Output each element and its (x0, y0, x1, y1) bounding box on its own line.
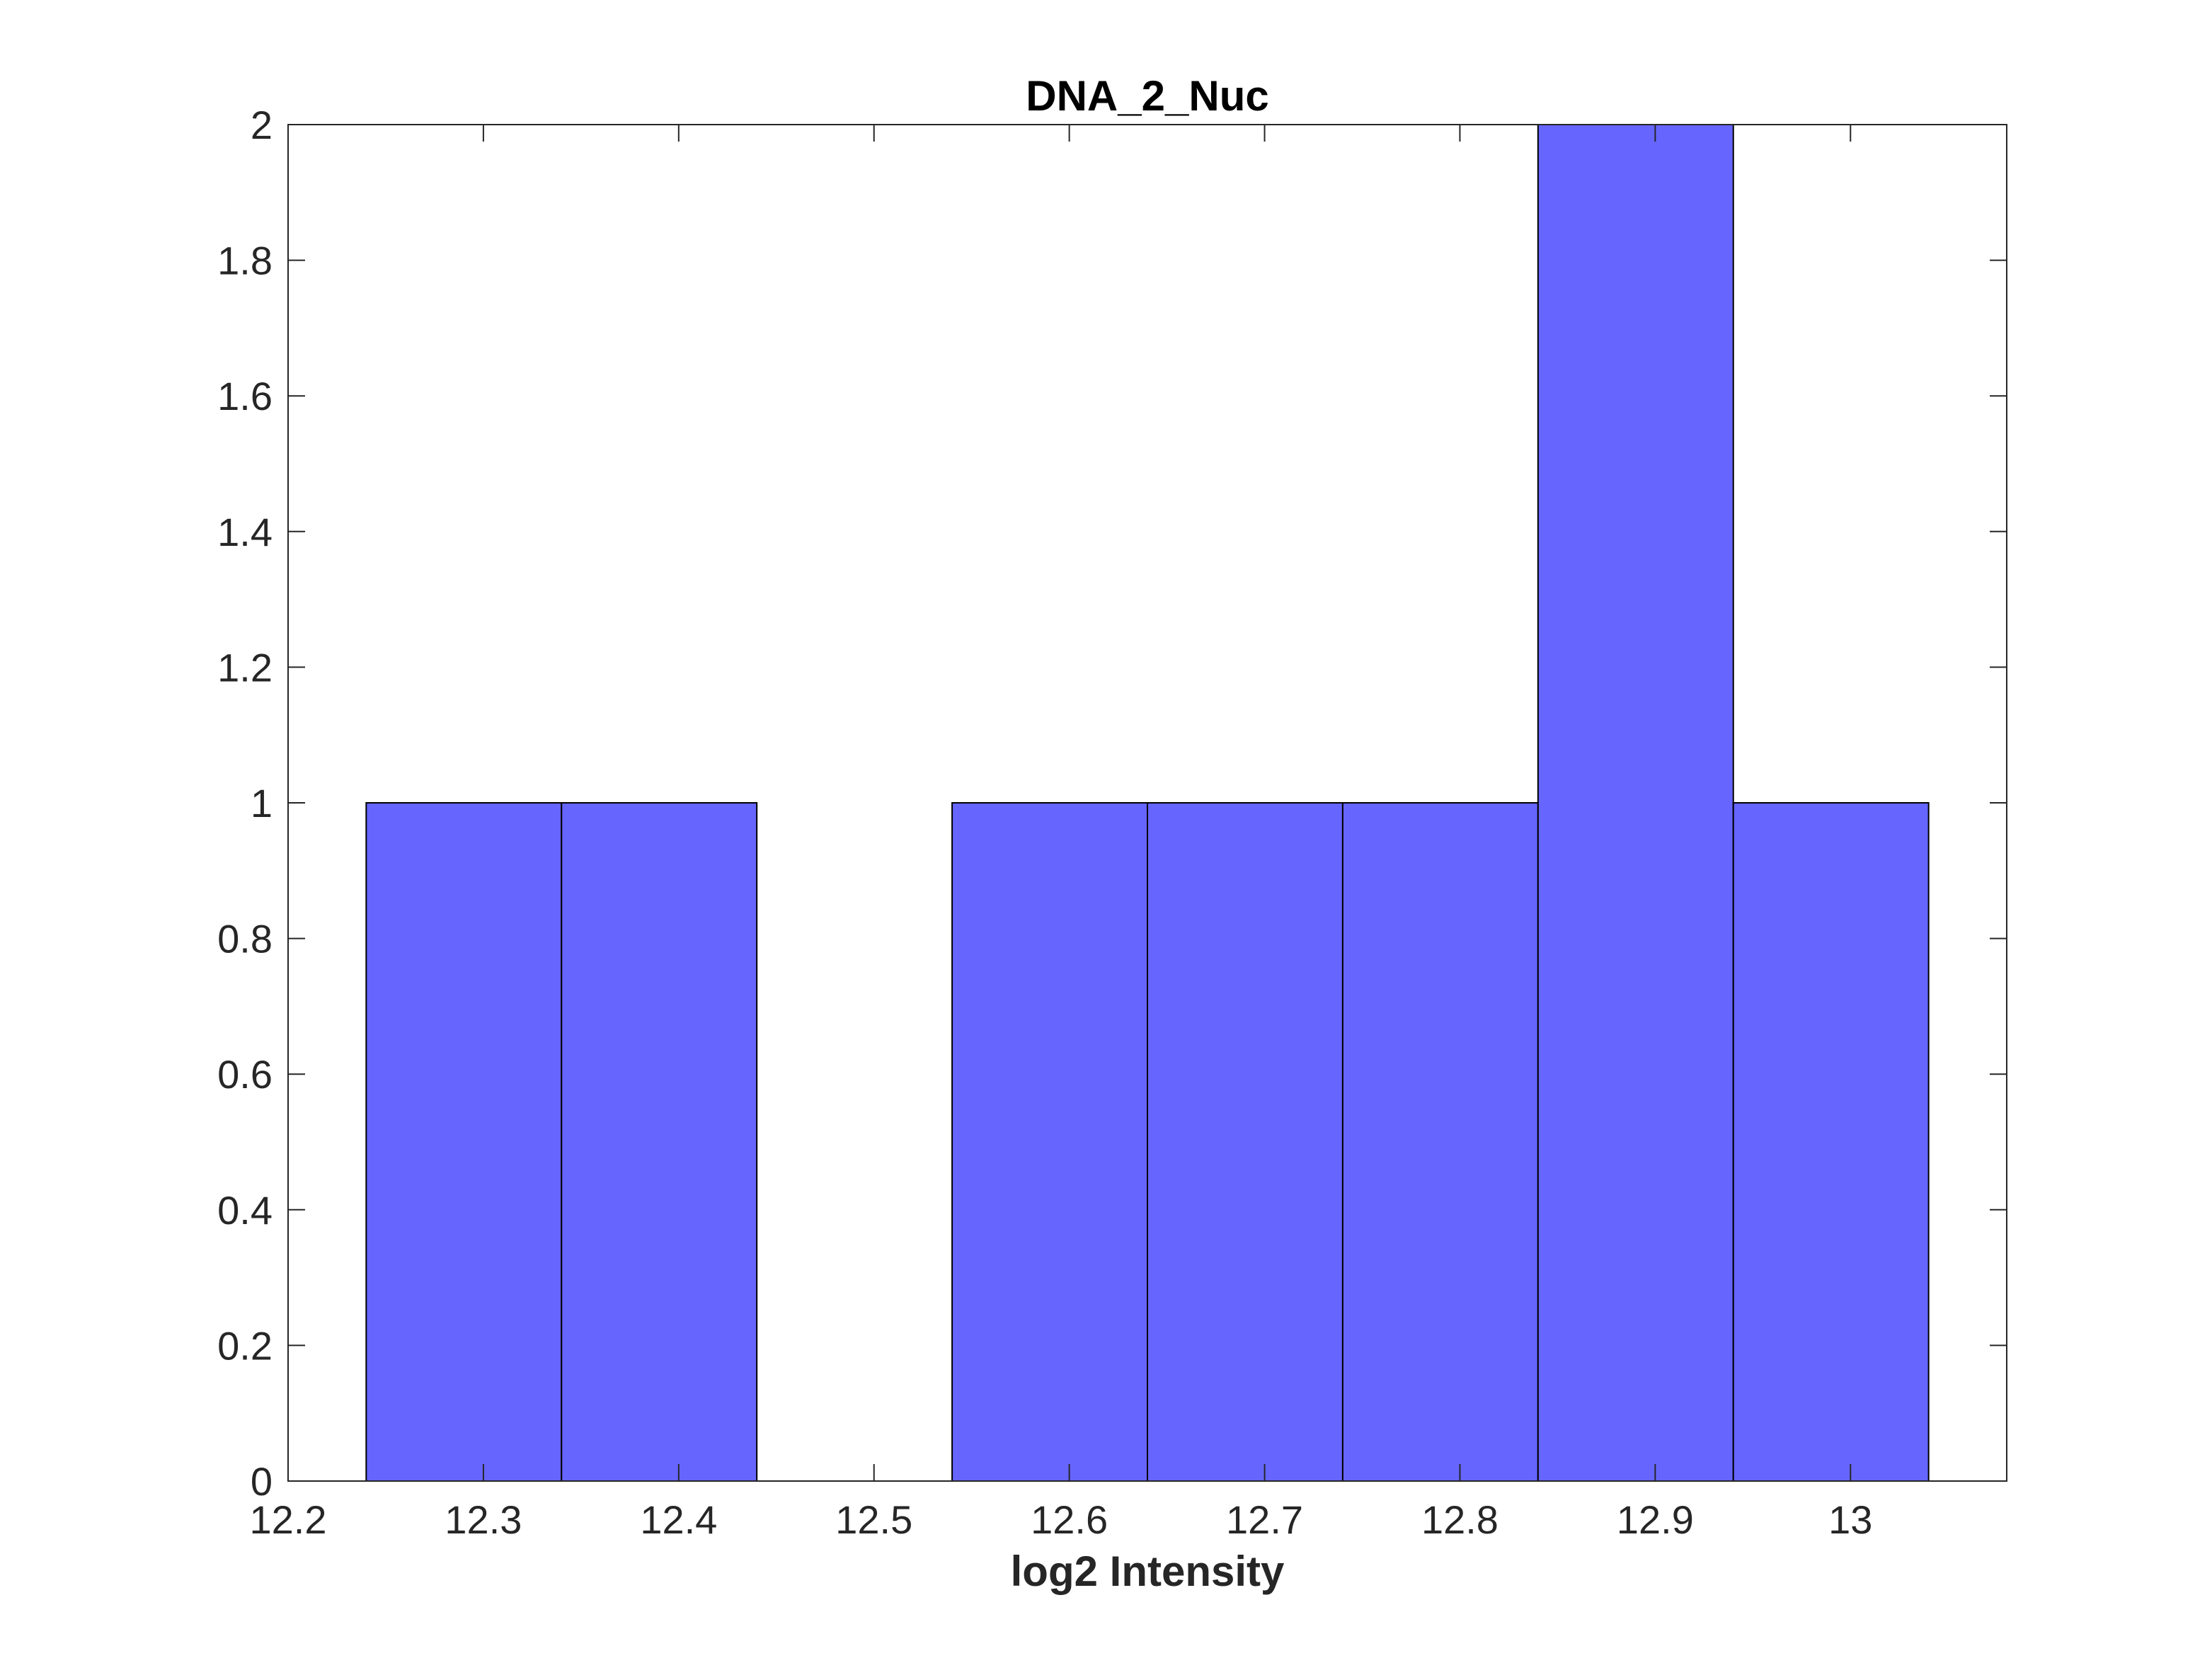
y-tick-label: 1.4 (217, 510, 273, 554)
x-tick-label: 12.8 (1421, 1497, 1498, 1542)
histogram-bar (561, 802, 758, 1482)
x-tick-label: 12.7 (1226, 1497, 1303, 1542)
histogram-bar (365, 802, 563, 1482)
x-tick-label: 12.4 (640, 1497, 717, 1542)
x-axis-title: log2 Intensity (1011, 1548, 1285, 1595)
y-tick-label: 0.4 (217, 1188, 273, 1233)
y-tick-label: 1.8 (217, 239, 273, 283)
x-tick-label: 12.3 (445, 1497, 522, 1542)
histogram-bar (1537, 124, 1734, 1482)
x-tick-label: 12.6 (1031, 1497, 1108, 1542)
y-tick-label: 0.6 (217, 1052, 273, 1097)
y-tick-label: 0.2 (217, 1323, 273, 1368)
x-tick-label: 12.9 (1617, 1497, 1694, 1542)
x-tick-label: 12.5 (835, 1497, 912, 1542)
y-tick-label: 1.2 (217, 645, 273, 690)
histogram-bar (1732, 802, 1930, 1482)
histogram-bar (951, 802, 1149, 1482)
y-tick-label: 0 (251, 1459, 273, 1504)
y-tick-label: 2 (251, 103, 273, 147)
chart-title: DNA_2_Nuc (1026, 72, 1268, 120)
x-tick-label: 13 (1828, 1497, 1872, 1542)
y-tick-label: 1.6 (217, 374, 273, 418)
bars-layer (365, 124, 1930, 1482)
ticks-layer: 12.2 12.3 12.4 12.5 12.6 12.7 12.8 12.9 13 0 0.2 0.… (217, 103, 2007, 1542)
y-tick-label: 1 (251, 781, 273, 825)
histogram-bar (1147, 802, 1343, 1482)
y-tick-label: 0.8 (217, 917, 273, 961)
histogram-bar (1341, 802, 1539, 1482)
x-tick-label: 12.2 (250, 1497, 327, 1542)
